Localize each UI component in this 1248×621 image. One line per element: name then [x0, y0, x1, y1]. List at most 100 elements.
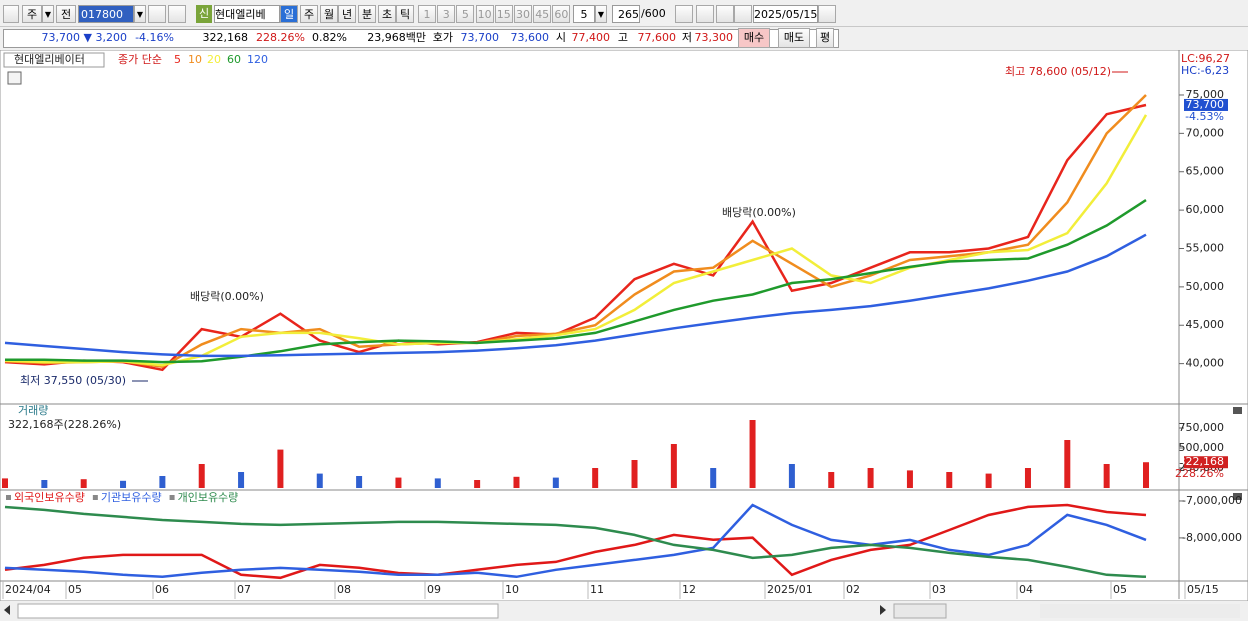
plot-layer: 40,000 45,000 50,000 55,000 60,000 65,000 70,0…	[2, 53, 1242, 599]
volume-bar	[316, 473, 323, 488]
y-tick-label: 750,000	[1179, 421, 1225, 434]
save-icon[interactable]	[716, 5, 734, 23]
count-input[interactable]: 265	[612, 5, 640, 23]
lc-indicator: LC:96,27	[1181, 52, 1230, 65]
panel-close[interactable]	[1233, 407, 1242, 414]
y-tick-label: 50,000	[1186, 280, 1225, 293]
interval-button[interactable]: 월	[320, 5, 338, 23]
unit-select[interactable]: 5	[573, 5, 595, 23]
date-label: 10	[505, 583, 519, 596]
panel-close[interactable]	[1233, 493, 1242, 500]
dropdown[interactable]: ▼	[42, 5, 54, 23]
volume-bar	[238, 472, 245, 488]
unit-button[interactable]: 45	[533, 5, 552, 23]
interval-button[interactable]: 초	[378, 5, 396, 23]
unit-button[interactable]: 60	[552, 5, 571, 23]
table-icon[interactable]	[7, 71, 22, 85]
interval-button[interactable]: 틱	[396, 5, 414, 23]
unit-button[interactable]: 3	[437, 5, 456, 23]
series-line	[5, 199, 1147, 364]
series-line	[4, 503, 1147, 579]
sell-button[interactable]: 매도	[778, 28, 810, 48]
scroll-right[interactable]	[880, 605, 886, 615]
code-input[interactable]: 017800	[78, 5, 134, 23]
date-label: 03	[932, 583, 946, 596]
volume-bar	[1064, 440, 1071, 488]
date-input[interactable]: 2025/05/15	[753, 5, 818, 23]
ask-label: 호가	[432, 31, 453, 44]
tool-icon[interactable]	[696, 5, 714, 23]
unit-button[interactable]: 30	[514, 5, 532, 23]
interval-button[interactable]: 분	[358, 5, 376, 23]
unit-button[interactable]: 10	[475, 5, 494, 23]
y-tick-label: 40,000	[1186, 357, 1225, 370]
volume-bar	[277, 449, 284, 488]
buy-button[interactable]: 매수	[738, 28, 770, 48]
dropdown[interactable]: ▼	[595, 5, 607, 23]
y-tick-label: 70,000	[1186, 126, 1225, 139]
interval-button[interactable]: 주	[300, 5, 318, 23]
date-label: 09	[427, 583, 441, 596]
bid: 73,600	[510, 31, 550, 44]
change-rate: -4.16%	[135, 31, 174, 44]
legend-swatch	[169, 495, 175, 500]
date-label: 12	[682, 583, 696, 596]
volume-bar	[198, 464, 205, 488]
date-label: 2025/01	[767, 583, 813, 596]
calendar-icon[interactable]	[818, 5, 836, 23]
volume-bar	[1024, 468, 1031, 488]
tool-icon[interactable]	[675, 5, 693, 23]
settings-icon[interactable]	[734, 5, 752, 23]
volume-bar	[867, 468, 874, 488]
scroll-track[interactable]	[17, 603, 499, 619]
volume-bar	[434, 478, 441, 488]
scope-button[interactable]: 전	[56, 5, 76, 23]
turnover: 0.82%	[312, 31, 347, 44]
interval-button[interactable]: 일	[280, 5, 298, 23]
volume-bar	[395, 477, 402, 488]
y-tick-label: -8,000,000	[1182, 531, 1242, 544]
playback-controls[interactable]	[893, 603, 947, 619]
series-line	[4, 503, 1147, 580]
menu-icon[interactable]	[3, 5, 19, 23]
low-label: 저	[681, 31, 692, 44]
low: 73,300	[694, 31, 734, 44]
dropdown[interactable]: ▼	[134, 5, 146, 23]
interval-button[interactable]: 년	[338, 5, 356, 23]
date-label: 05	[1113, 583, 1127, 596]
sound-icon[interactable]	[168, 5, 186, 23]
series-line	[4, 114, 1148, 367]
title-box	[3, 52, 105, 68]
avg-button[interactable]: 평	[816, 28, 834, 48]
stock-title: 현대엘리베이터	[14, 53, 85, 66]
date-label: 11	[590, 583, 604, 596]
y-tick-label: 55,000	[1186, 241, 1225, 254]
volume-title: 거래량	[18, 404, 48, 417]
toolbar: 주 ▼ 전 017800 ▼ 신 현대엘리베 5 ▼ 265 /600 2025…	[0, 0, 1248, 27]
last-value-label: 73,700	[1186, 98, 1225, 111]
open-label: 시	[555, 31, 566, 44]
y-tick-label: 500,000	[1179, 441, 1225, 454]
last-change-label: 228.26%	[1175, 467, 1224, 480]
volume-bar	[41, 480, 48, 488]
legend-swatch	[6, 495, 11, 500]
dividend-annotation: 배당락(0.00%)	[190, 290, 264, 303]
unit-button[interactable]: 1	[418, 5, 436, 23]
scroll-left[interactable]	[4, 605, 10, 615]
low-annotation: 최저 37,550 (05/30)	[20, 374, 126, 387]
indicator-label: 종가 단순	[118, 53, 162, 66]
volume-bar	[985, 473, 992, 488]
date-label: 2024/04	[5, 583, 51, 596]
search-icon[interactable]	[148, 5, 166, 23]
series-line	[4, 505, 1147, 579]
date-label: 05/15	[1187, 583, 1219, 596]
volume-bar	[120, 480, 127, 488]
legend-entry: 60	[227, 53, 241, 66]
volume-subtitle: 322,168주(228.26%)	[8, 418, 121, 431]
period-select[interactable]: 주	[22, 5, 42, 23]
quote-bar: 73,700 ▼ 3,200 -4.16% 322,168 228.26% 0.…	[0, 27, 1248, 49]
unit-button[interactable]: 5	[456, 5, 475, 23]
zoom-controls[interactable]	[1040, 604, 1240, 618]
unit-button[interactable]: 15	[494, 5, 513, 23]
volume-bar	[1143, 462, 1149, 488]
